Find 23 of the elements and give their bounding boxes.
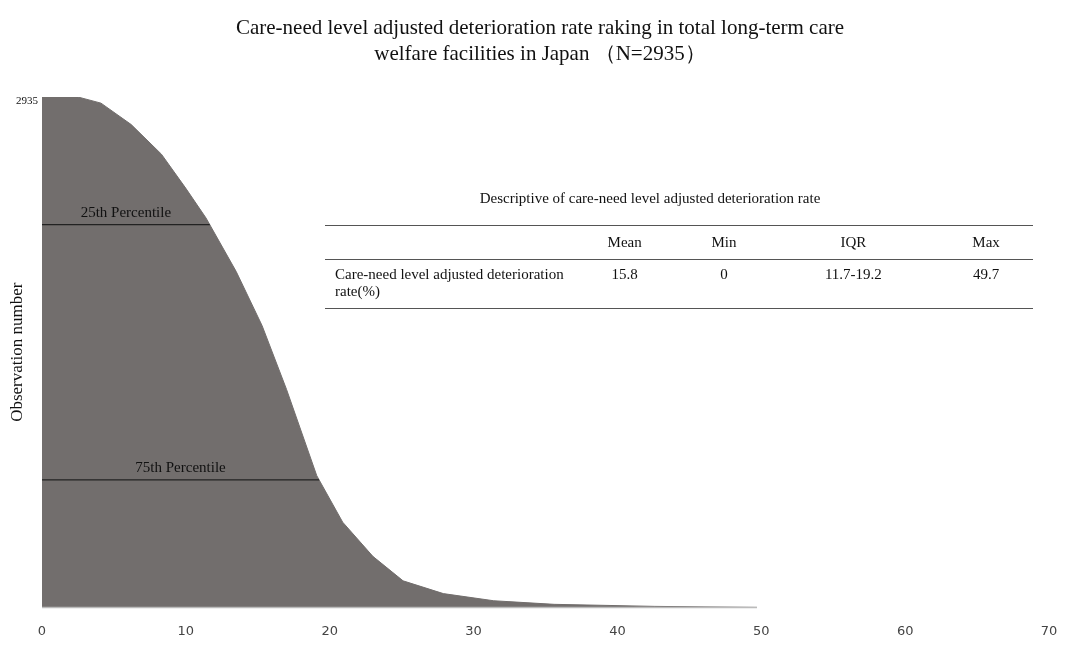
x-tick-label: 60 — [896, 622, 914, 638]
x-tick-label: 50 — [753, 622, 770, 638]
text: 15.8 — [611, 266, 638, 282]
x-tick-label: 70 — [1040, 622, 1058, 638]
text: 49.7 — [972, 266, 1000, 282]
category-label: Care-need level adjusted deterioration rate(%) — [335, 266, 564, 299]
category-label: Max — [939, 225, 1033, 260]
ref-line-label: 75th Percentile — [135, 459, 227, 476]
category-label: IQR — [767, 225, 940, 260]
category-label: Min — [680, 225, 768, 260]
annotation: 2935 — [16, 93, 39, 106]
x-tick-label: 30 — [465, 622, 482, 638]
y-axis-title: Observation number — [7, 282, 27, 422]
text: 11.7-19.2 — [824, 266, 882, 282]
x-tick-label: 0 — [37, 622, 47, 638]
ref-line-label: 25th Percentile — [80, 204, 172, 221]
x-tick-label: 10 — [177, 622, 195, 638]
text: 0 — [720, 266, 728, 282]
x-tick-label: 40 — [609, 622, 626, 638]
chart-title: Care-need level adjusted deterioration rate raking in total long-term care welfare facilities in Japan （N=2935） — [234, 14, 846, 66]
category-label: Mean — [569, 225, 681, 260]
text: Descriptive of care-need level adjusted deterioration rate — [478, 190, 822, 207]
x-tick-label: 20 — [321, 622, 338, 638]
